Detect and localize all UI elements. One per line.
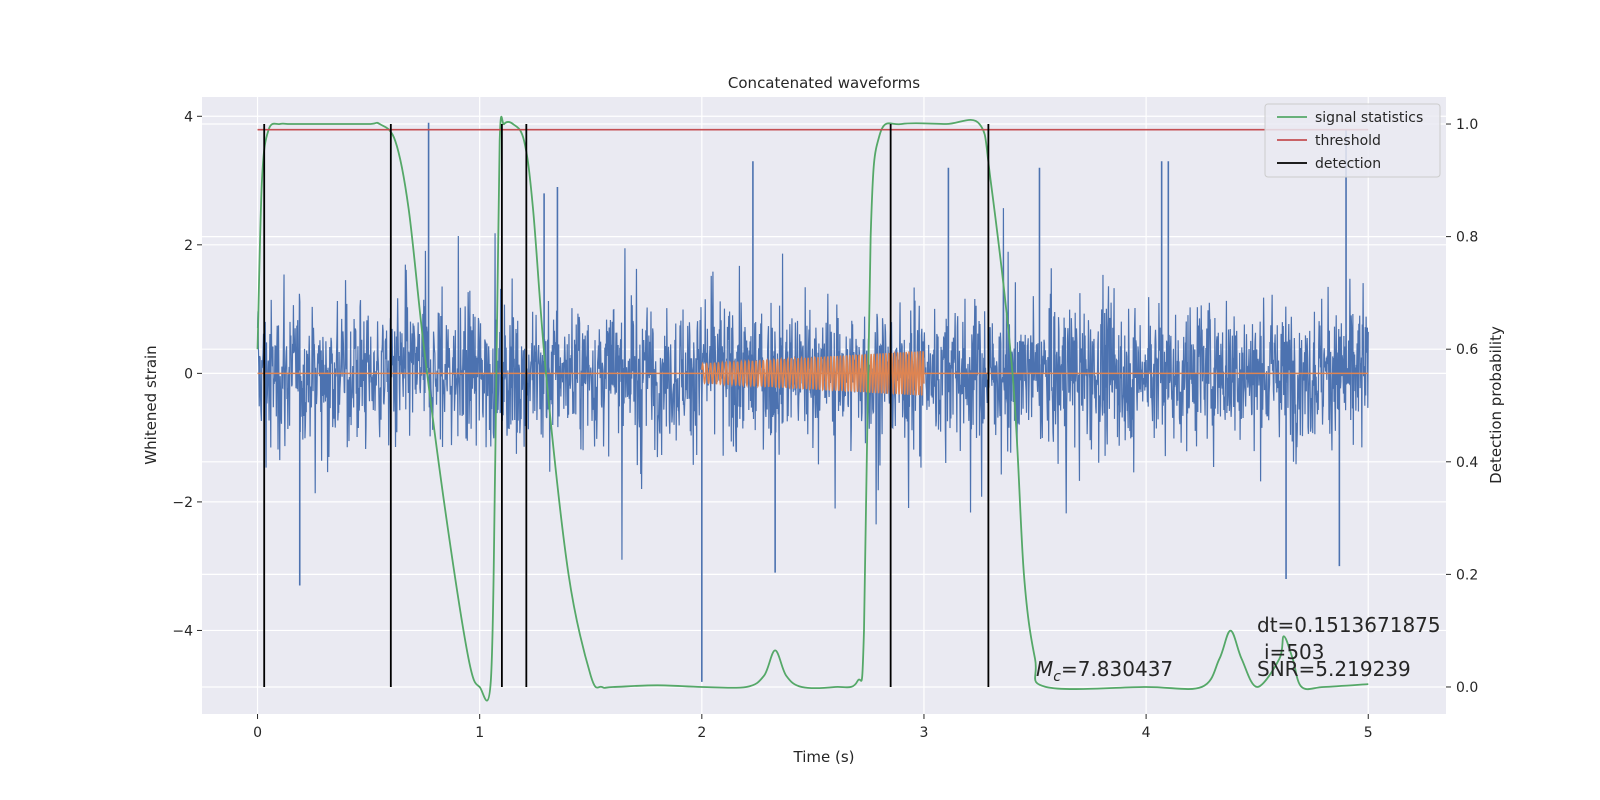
annotation-i: i=503 [1264,640,1325,664]
y2-tick-label: 0.4 [1456,455,1478,471]
plot-series [256,115,1369,702]
annotation-mc: Mc=7.830437 [1036,657,1173,685]
legend: signal statistics threshold detection [1264,103,1441,178]
template-chirp [701,350,925,396]
strain-spikes [298,122,1347,682]
x-tick-label: 4 [1142,725,1151,741]
svg-text:Mc=7.830437: Mc=7.830437 [1036,657,1173,685]
axes: 0 1 2 3 4 5 −4 −2 0 2 4 0.0 0.2 0.4 0.6 0.8 1.0 [172,109,1478,741]
y2-tick-label: 0.0 [1456,680,1478,696]
legend-label-detection: detection [1315,156,1381,172]
y-tick-label: −4 [172,623,193,639]
mc-symbol: M [1036,657,1053,681]
strain-noise-line [256,208,1369,560]
mc-value: =7.830437 [1061,657,1173,681]
y2-axis-title: Detection probability [1487,326,1505,484]
chart-title: Concatenated waveforms [728,74,920,92]
y-tick-label: 0 [184,366,193,382]
legend-box [1264,103,1441,178]
y2-tick-label: 0.2 [1456,567,1478,583]
y2-tick-label: 0.6 [1456,342,1478,358]
legend-label-signal-statistics: signal statistics [1315,110,1423,126]
y-tick-label: 4 [184,109,193,125]
legend-label-threshold: threshold [1315,133,1381,149]
x-tick-label: 3 [920,725,929,741]
mc-subscript: c [1053,669,1061,685]
y2-tick-label: 0.8 [1456,230,1478,246]
x-axis-title: Time (s) [793,748,855,766]
x-tick-label: 2 [697,725,706,741]
x-tick-label: 0 [253,725,262,741]
signal-statistics-line [256,115,1369,702]
y-axis-title: Whitened strain [142,345,160,464]
x-tick-label: 1 [475,725,484,741]
x-tick-label: 5 [1364,725,1373,741]
annotation-dt: dt=0.1513671875 [1257,613,1441,637]
y2-tick-label: 1.0 [1456,117,1478,133]
annotation-snr: SNR=5.219239 [1257,657,1411,681]
y-tick-label: 2 [184,238,193,254]
y-tick-label: −2 [172,495,193,511]
